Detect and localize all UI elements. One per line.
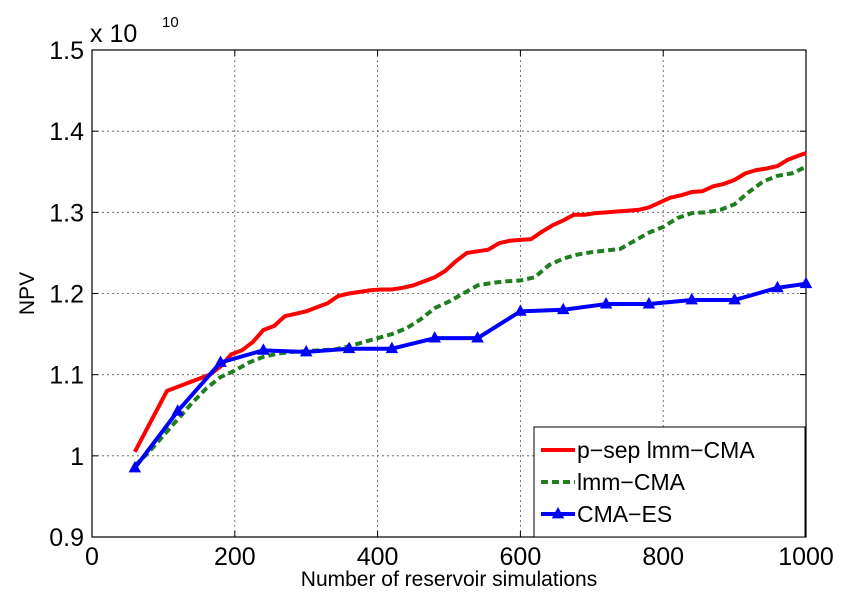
series-point — [728, 292, 741, 305]
series-point — [642, 297, 656, 309]
y-axis-label: NPV — [16, 272, 39, 315]
series-point — [514, 304, 527, 316]
series-point — [556, 302, 570, 315]
x-tick-label: 800 — [642, 543, 684, 571]
series-point — [299, 344, 313, 357]
legend-label: lmm−CMA — [577, 469, 686, 495]
legend: p−sep lmm−CMA lmm−CMA CMA−ES — [533, 426, 806, 538]
series-line-1 — [133, 165, 807, 468]
series-point — [471, 331, 484, 343]
y-tick-label: 1 — [70, 443, 84, 471]
series-line-0 — [133, 151, 807, 453]
legend-marker — [551, 506, 565, 519]
series-point — [257, 343, 270, 355]
series-point — [685, 292, 699, 305]
y-tick-label: 0.9 — [49, 524, 84, 552]
x-tick-label: 400 — [357, 543, 399, 571]
y-multiplier-exponent: 10 — [162, 14, 179, 31]
axis-ticks: 0 200 400 600 800 1000 0.9 1 1.1 1.2 1.3 1.4 1.5 — [49, 37, 834, 571]
legend-label: CMA−ES — [577, 501, 672, 527]
y-multiplier-base: x 10 — [90, 20, 137, 48]
series-point — [214, 355, 227, 367]
series-point — [385, 341, 399, 354]
y-tick-label: 1.3 — [49, 199, 84, 227]
x-tick-label: 600 — [500, 543, 542, 571]
x-axis-label: Number of reservoir simulations — [301, 568, 597, 591]
legend-label: p−sep lmm−CMA — [577, 437, 755, 463]
series-point — [342, 341, 356, 354]
x-tick-label: 200 — [214, 543, 256, 571]
series-point — [128, 460, 142, 473]
series-point — [799, 276, 813, 289]
y-tick-label: 1.4 — [49, 118, 84, 146]
data-series — [128, 151, 813, 473]
series-point — [171, 404, 184, 416]
series-point — [771, 280, 784, 293]
series-point — [428, 331, 441, 343]
y-tick-label: 1.1 — [49, 362, 84, 390]
y-tick-label: 1.5 — [49, 37, 84, 65]
x-tick-label: 0 — [85, 543, 99, 571]
x-tick-label: 1000 — [778, 543, 834, 571]
legend-box — [533, 426, 806, 538]
series-point — [599, 297, 613, 309]
y-tick-label: 1.2 — [49, 281, 84, 309]
